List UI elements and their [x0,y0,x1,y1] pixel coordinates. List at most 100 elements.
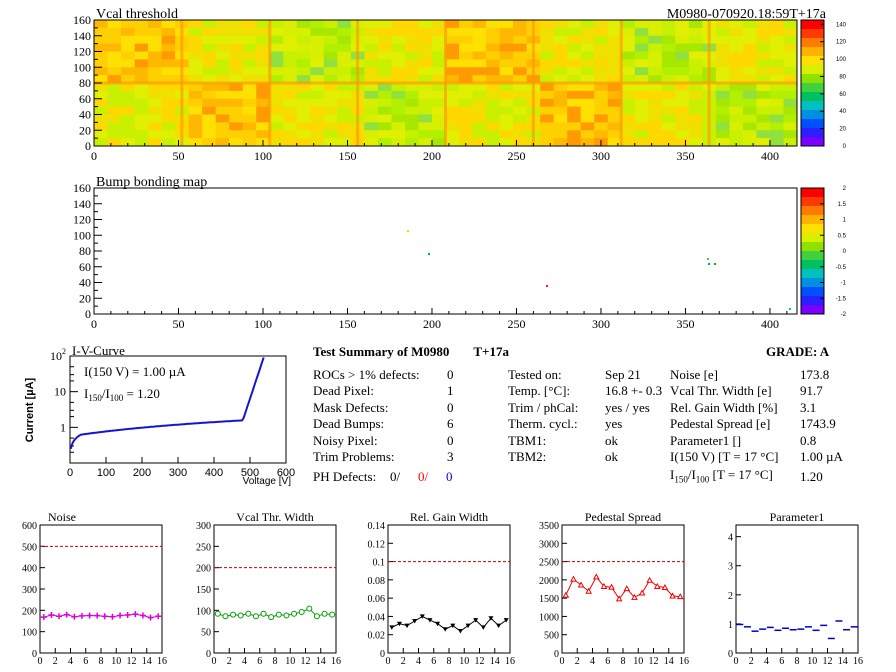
roc-data-point [40,614,47,621]
vcal-map-cell [742,51,757,60]
vcal-map-cell [418,138,433,147]
vcal-map-cell [107,83,122,92]
ph-defects-values: 0/0/0 [390,469,453,485]
vcal-map-cell [742,106,757,115]
roc-data-point [412,619,418,624]
vcal-map-cell [580,59,595,68]
vcal-map-cell [296,106,311,115]
palette-tick-label: -0.5 [836,265,847,271]
roc-y-tick-label: 4 [728,533,733,544]
palette-band [801,278,824,288]
vcal-map-cell [513,43,528,52]
vcal-map-cell [472,67,487,76]
vcal-map-cell [364,59,379,68]
map-y-tick-label: 20 [79,123,91,137]
vcal-map-cell [202,67,217,76]
roc-x-tick-label: 10 [285,656,295,667]
vcal-map-cell [134,83,149,92]
vcal-map-cell [256,90,271,100]
summary-right-label: Vcal Thr. Width [e] [670,383,772,399]
vcal-map-cell [391,67,406,76]
vcal-map-cell [540,51,555,60]
vcal-map-cell [445,83,460,92]
vcal-map-cell [215,98,230,108]
vcal-map-cell [783,106,798,115]
vcal-map-cell [242,98,257,108]
vcal-map-cell [607,138,622,147]
palette-band [801,65,824,75]
roc-data-point [419,614,425,619]
vcal-map-cell [242,122,257,131]
roc-y-tick-label: 0.04 [368,612,386,623]
vcal-map-cell [661,67,676,76]
vcal-map-cell [742,35,757,45]
vcal-map-cell [215,27,230,37]
vcal-map-cell [296,59,311,68]
roc-y-tick-label: 0.12 [368,539,386,550]
vcal-map-cell [675,35,690,45]
vcal-map-cell [121,90,136,100]
vcal-map-cell [486,20,501,29]
roc-data-point [86,612,93,619]
vcal-map-cell [567,35,582,45]
map-y-tick-label: 140 [73,197,91,211]
roc-plot-frame [735,524,859,654]
vcal-map-cell [323,75,338,84]
vcal-map-cell [486,98,501,108]
vcal-map-cell [148,106,163,115]
vcal-map-cell [783,130,798,139]
vcal-map-cell [269,35,284,45]
vcal-map-cell [188,130,203,139]
map-x-tick-label: 100 [254,149,272,163]
summary-middle-label: Temp. [°C]: [508,383,571,399]
vcal-map-cell [323,20,338,29]
vcal-map-cell [323,106,338,115]
palette-band [801,83,824,93]
map-x-tick-label: 50 [172,317,184,331]
vcal-map-cell [391,106,406,115]
vcal-map-cell [364,122,379,131]
vcal-map-cell [634,35,649,45]
roc-data-point [404,623,410,629]
vcal-map-cell [283,75,298,84]
vcal-map-cell [661,130,676,139]
vcal-map-cell [242,43,257,52]
vcal-map-cell [769,35,784,45]
vcal-map-cell [594,43,609,52]
vcal-map-cell [337,130,352,139]
vcal-map-cell [229,138,244,147]
vcal-map-cell [134,130,149,139]
vcal-map-cell [256,83,271,92]
summary-right-label: Rel. Gain Width [%] [670,399,778,415]
roc-data-point [268,614,275,621]
vcal-map-cell [229,130,244,139]
vcal-map-cell [594,59,609,68]
vcal-map-cell [337,106,352,115]
vcal-map-cell [459,51,474,60]
vcal-map-cell [107,98,122,108]
vcal-map-cell [445,106,460,115]
vcal-map-cell [756,114,771,123]
bump-bonding-map [407,230,791,310]
vcal-map-cell [391,114,406,123]
vcal-map-cell [742,130,757,139]
vcal-map-cell [472,43,487,52]
vcal-map-cell [675,27,690,37]
vcal-map-cell [94,90,109,100]
roc-x-tick-label: 16 [853,656,863,667]
vcal-map-cell [472,75,487,84]
palette-band [801,74,824,84]
iv-x-axis: 0 100 200 300 400 500 600 [67,457,295,479]
map-y-tick-label: 60 [79,260,91,274]
vcal-map-cell [242,83,257,92]
vcal-map-cell [134,138,149,147]
vcal-map-cell [715,138,730,147]
palette-tick-label: 100 [836,57,847,63]
vcal-map-cell [580,83,595,92]
vcal-map-cell [540,122,555,131]
vcal-map-cell [756,75,771,84]
vcal-map-cell [621,98,636,108]
